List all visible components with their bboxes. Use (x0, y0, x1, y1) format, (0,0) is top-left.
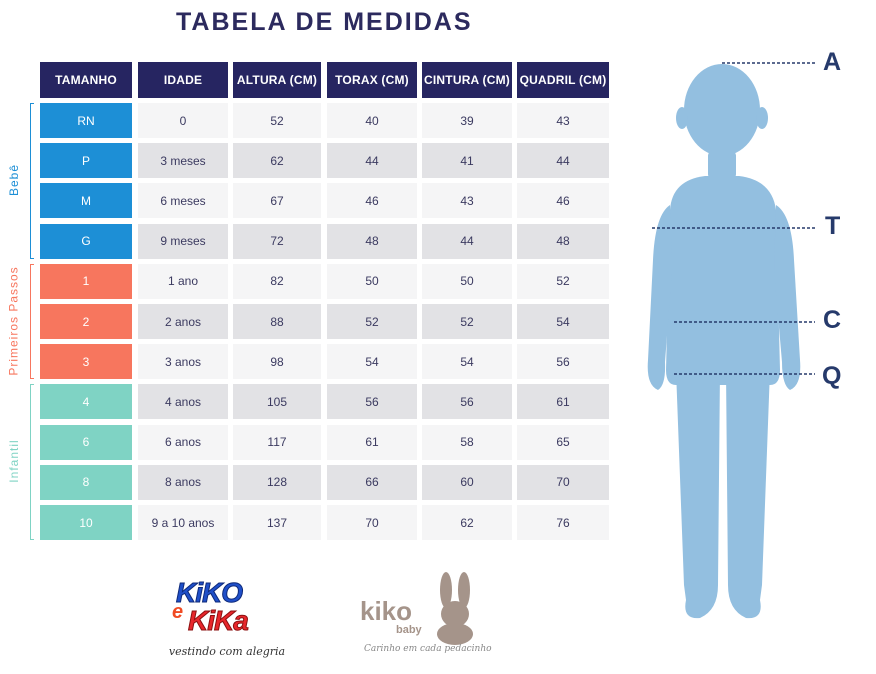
bunny-icon (437, 572, 473, 645)
table-cell-hip: 61 (517, 384, 609, 420)
size-cell: M (40, 183, 132, 219)
measure-label-t: T (825, 212, 841, 240)
table-cell-waist: 41 (422, 143, 512, 179)
table-cell-age: 4 anos (138, 384, 228, 420)
measure-label-a: A (823, 48, 842, 76)
table-header-4: CINTURA (CM) (422, 62, 512, 98)
table-cell-waist: 60 (422, 464, 512, 500)
table-cell-waist: 62 (422, 505, 512, 540)
group-bracket (30, 384, 34, 540)
table-cell-hip: 70 (517, 464, 609, 500)
table-cell-hip: 46 (517, 183, 609, 219)
table-cell-age: 8 anos (138, 464, 228, 500)
table-cell-height: 105 (233, 384, 321, 420)
table-cell-waist: 50 (422, 263, 512, 299)
table-cell-height: 98 (233, 344, 321, 380)
logo-tagline: vestindo com alegria (168, 645, 286, 658)
table-cell-waist: 58 (422, 424, 512, 460)
table-cell-chest: 50 (327, 263, 417, 299)
table-cell-waist: 43 (422, 183, 512, 219)
table-cell-height: 88 (233, 304, 321, 339)
kiko-baby-logo: kiko baby Carinho em cada pedacinho (358, 570, 492, 660)
table-cell-height: 62 (233, 143, 321, 179)
table-cell-age: 9 a 10 anos (138, 505, 228, 540)
table-cell-chest: 46 (327, 183, 417, 219)
table-cell-hip: 43 (517, 103, 609, 138)
table-cell-age: 6 anos (138, 424, 228, 460)
table-cell-age: 1 ano (138, 263, 228, 299)
size-cell: 3 (40, 344, 132, 380)
table-cell-chest: 66 (327, 464, 417, 500)
table-cell-chest: 48 (327, 223, 417, 259)
table-header-3: TORAX (CM) (327, 62, 417, 98)
table-cell-hip: 76 (517, 505, 609, 540)
group-bracket (30, 263, 34, 380)
table-cell-height: 137 (233, 505, 321, 540)
logo-text-baby: baby (396, 624, 422, 636)
table-header-1: IDADE (138, 62, 228, 98)
size-cell: RN (40, 103, 132, 138)
table-cell-waist: 56 (422, 384, 512, 420)
table-cell-height: 52 (233, 103, 321, 138)
logo-text-e: e (172, 601, 184, 623)
table-cell-age: 9 meses (138, 223, 228, 259)
table-cell-height: 117 (233, 424, 321, 460)
size-cell: G (40, 223, 132, 259)
page-title: TABELA DE MEDIDAS (176, 8, 473, 36)
table-header-0: TAMANHO (40, 62, 132, 98)
table-cell-height: 67 (233, 183, 321, 219)
table-cell-height: 82 (233, 263, 321, 299)
logo-text-kika: KiKa (188, 605, 250, 637)
group-bracket (30, 103, 34, 259)
table-cell-waist: 54 (422, 344, 512, 380)
table-cell-hip: 52 (517, 263, 609, 299)
table-cell-hip: 56 (517, 344, 609, 380)
table-cell-waist: 44 (422, 223, 512, 259)
table-cell-age: 2 anos (138, 304, 228, 339)
table-cell-age: 3 meses (138, 143, 228, 179)
table-header-2: ALTURA (CM) (233, 62, 321, 98)
size-cell: P (40, 143, 132, 179)
table-cell-hip: 54 (517, 304, 609, 339)
size-cell: 8 (40, 464, 132, 500)
table-cell-age: 0 (138, 103, 228, 138)
table-cell-waist: 39 (422, 103, 512, 138)
table-cell-chest: 52 (327, 304, 417, 339)
table-cell-height: 72 (233, 223, 321, 259)
size-cell: 4 (40, 384, 132, 420)
measure-label-c: C (823, 306, 842, 334)
table-cell-chest: 44 (327, 143, 417, 179)
size-cell: 2 (40, 304, 132, 339)
table-cell-chest: 40 (327, 103, 417, 138)
size-cell: 10 (40, 505, 132, 540)
table-cell-chest: 56 (327, 384, 417, 420)
table-cell-chest: 54 (327, 344, 417, 380)
size-cell: 6 (40, 424, 132, 460)
logo-tagline-baby: Carinho em cada pedacinho (364, 644, 492, 654)
table-header-5: QUADRIL (CM) (517, 62, 609, 98)
measure-label-q: Q (822, 362, 842, 390)
table-cell-chest: 61 (327, 424, 417, 460)
table-cell-age: 3 anos (138, 344, 228, 380)
logo-text-kiko-baby: kiko (360, 596, 413, 626)
table-cell-hip: 65 (517, 424, 609, 460)
table-cell-waist: 52 (422, 304, 512, 339)
logo-text-kiko: KiKO (176, 577, 244, 609)
table-cell-age: 6 meses (138, 183, 228, 219)
table-cell-hip: 48 (517, 223, 609, 259)
table-cell-hip: 44 (517, 143, 609, 179)
table-cell-chest: 70 (327, 505, 417, 540)
kiko-e-kika-logo: KiKO e KiKa vestindo com alegria (168, 575, 298, 665)
size-cell: 1 (40, 263, 132, 299)
table-cell-height: 128 (233, 464, 321, 500)
